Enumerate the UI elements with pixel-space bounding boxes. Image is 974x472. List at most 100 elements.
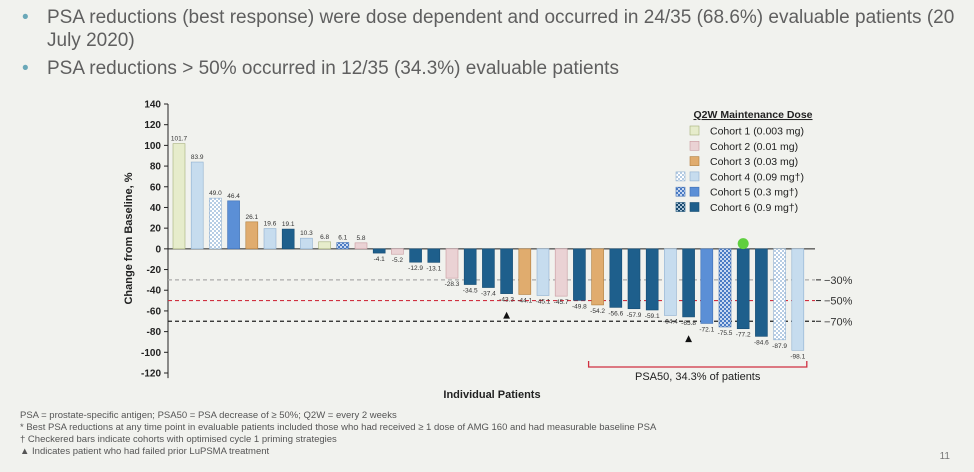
bar-value-label: -54.2 xyxy=(590,308,605,315)
bar-value-label: -57.9 xyxy=(627,312,642,319)
y-tick-label: 60 xyxy=(150,182,162,193)
bar-value-label: -5.2 xyxy=(392,257,404,264)
reference-line-label: −70% xyxy=(824,316,853,328)
bar-value-label: 6.1 xyxy=(338,235,347,242)
bar-value-label: -45.1 xyxy=(536,299,551,306)
bullet-text: PSA reductions (best response) were dose… xyxy=(47,7,955,51)
waterfall-bar xyxy=(664,248,677,316)
waterfall-bar xyxy=(172,143,186,250)
waterfall-bar xyxy=(682,248,695,318)
waterfall-bar xyxy=(700,248,714,324)
bar-value-label: -84.6 xyxy=(754,339,769,346)
bar-value-label: -45.7 xyxy=(554,299,569,306)
bar-value-label: 10.3 xyxy=(300,230,313,237)
legend-swatch-checkered xyxy=(675,171,686,182)
y-tick-label: -80 xyxy=(147,327,162,338)
legend-entry-label: Cohort 5 (0.3 mg†) xyxy=(710,187,798,199)
waterfall-bar xyxy=(263,228,277,250)
bar-value-label: -65.8 xyxy=(681,320,696,327)
waterfall-bar xyxy=(791,248,805,351)
waterfall-bar xyxy=(281,228,295,250)
legend-swatch xyxy=(689,141,700,151)
psa50-bracket-label: PSA50, 34.3% of patients xyxy=(635,371,761,383)
legend-entry-label: Cohort 3 (0.03 mg) xyxy=(710,156,798,168)
legend-entry-label: Cohort 4 (0.09 mg†) xyxy=(710,171,804,183)
bar-value-label: 6.8 xyxy=(320,234,329,241)
y-tick-label: 120 xyxy=(144,120,161,131)
bar-value-label: -49.8 xyxy=(572,303,587,310)
waterfall-bar xyxy=(300,237,313,250)
y-tick-label: 140 xyxy=(144,100,161,111)
waterfall-bar xyxy=(627,248,641,310)
bullet-text: PSA reductions > 50% occurred in 12/35 (… xyxy=(47,58,619,79)
waterfall-bar xyxy=(445,248,459,279)
waterfall-bar xyxy=(427,248,441,263)
waterfall-bar xyxy=(518,248,532,295)
y-tick-label: 40 xyxy=(150,203,162,214)
waterfall-bar xyxy=(372,248,386,254)
bar-value-label: 19.6 xyxy=(264,221,277,228)
waterfall-bar xyxy=(482,248,495,288)
waterfall-bar xyxy=(736,248,750,330)
bar-value-label: 49.0 xyxy=(209,190,222,197)
y-tick-label: -100 xyxy=(141,348,161,359)
bar-value-label: -43.3 xyxy=(499,297,514,304)
y-tick-label: 80 xyxy=(150,162,162,173)
waterfall-bar xyxy=(190,161,204,250)
legend-entry-label: Cohort 1 (0.003 mg) xyxy=(710,126,804,138)
footnotes: PSA = prostate-specific antigen; PSA50 =… xyxy=(20,410,656,458)
psa-waterfall-chart: 140 120 100 80 60 40 20 0 -20 -40 -60 -80 -100 -120 Ch… xyxy=(123,100,853,402)
waterfall-bar xyxy=(463,248,477,285)
bar-value-label: -87.9 xyxy=(772,343,787,350)
waterfall-bar xyxy=(409,248,422,263)
footnote: PSA = prostate-specific antigen; PSA50 =… xyxy=(20,410,397,421)
waterfall-bar xyxy=(718,248,732,328)
bar-value-label: -75.5 xyxy=(718,330,733,337)
waterfall-bar xyxy=(209,197,222,250)
y-tick-label: 0 xyxy=(155,244,161,255)
legend-swatch xyxy=(689,156,700,166)
y-tick-label: -40 xyxy=(147,286,162,297)
bar-value-label: -59.1 xyxy=(645,313,660,320)
waterfall-bar xyxy=(536,248,550,296)
bar-value-label: -44.1 xyxy=(517,297,532,304)
y-tick-label: -120 xyxy=(141,369,161,380)
legend-entry-label: Cohort 2 (0.01 mg) xyxy=(710,141,798,153)
bar-value-label: 83.9 xyxy=(191,154,204,161)
waterfall-bar xyxy=(554,248,568,297)
green-dot-marker xyxy=(737,238,749,250)
footnote: * Best PSA reductions at any time point … xyxy=(20,422,657,433)
bar-value-label: -37.4 xyxy=(481,291,496,298)
footnote: † Checkered bars indicate cohorts with o… xyxy=(20,434,337,445)
waterfall-bar xyxy=(609,248,623,308)
bar-value-label: 19.1 xyxy=(282,221,295,228)
legend-swatch xyxy=(689,171,700,182)
waterfall-bar xyxy=(755,248,768,337)
bullet-dot-icon: • xyxy=(22,58,29,79)
waterfall-bar xyxy=(227,200,240,250)
y-tick-label: -20 xyxy=(147,265,162,276)
waterfall-bar xyxy=(336,242,350,250)
legend-swatch xyxy=(689,186,700,197)
y-tick-label: 20 xyxy=(150,224,162,235)
legend-title: Q2W Maintenance Dose xyxy=(693,109,812,121)
bullet-item: • PSA reductions (best response) were dos… xyxy=(22,6,962,52)
legend-swatch xyxy=(689,125,700,136)
waterfall-bar xyxy=(245,221,259,250)
bar-value-label: 101.7 xyxy=(171,136,188,143)
waterfall-bar xyxy=(318,241,331,250)
waterfall-bar xyxy=(500,248,513,294)
waterfall-bar xyxy=(573,248,586,301)
y-tick-label: -60 xyxy=(147,306,162,317)
waterfall-bar xyxy=(591,248,604,306)
bar-value-label: -34.5 xyxy=(463,288,478,295)
waterfall-bar xyxy=(391,248,404,255)
waterfall-bar xyxy=(645,248,659,311)
page-number: 11 xyxy=(939,451,950,462)
bar-value-label: -4.1 xyxy=(374,256,386,263)
lupsma-triangle-icon: ▲ xyxy=(503,311,510,321)
bullet-item: • PSA reductions > 50% occurred in 12/35 … xyxy=(22,57,962,80)
bar-value-label: -28.3 xyxy=(445,281,460,288)
y-axis-title: Change from Baseline, % xyxy=(123,172,135,304)
reference-line-label: −50% xyxy=(824,296,853,308)
